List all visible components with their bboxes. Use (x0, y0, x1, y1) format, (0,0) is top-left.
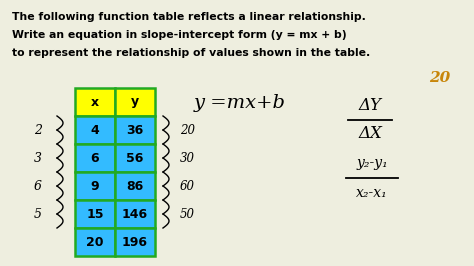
Bar (75, 144, 115, 172)
Text: The following function table reflects a linear relationship.: The following function table reflects a … (12, 12, 366, 22)
Text: 4: 4 (91, 123, 100, 136)
Text: Write an equation in slope-intercept form (y = mx + b): Write an equation in slope-intercept for… (12, 30, 346, 40)
Text: 20: 20 (86, 235, 104, 248)
Bar (115, 200, 155, 228)
Text: y =mx+b: y =mx+b (194, 94, 286, 112)
Bar (75, 88, 115, 116)
Text: 2: 2 (34, 123, 42, 136)
Text: y: y (131, 95, 139, 109)
Bar (115, 88, 155, 116)
Bar (75, 116, 115, 144)
Text: x₂-x₁: x₂-x₁ (356, 186, 388, 200)
Text: 30: 30 (180, 152, 195, 164)
Text: 50: 50 (180, 207, 195, 221)
Text: 146: 146 (122, 207, 148, 221)
Text: ΔX: ΔX (358, 124, 382, 142)
Bar (115, 116, 155, 144)
Bar (75, 200, 115, 228)
Text: 56: 56 (126, 152, 144, 164)
Bar (75, 228, 115, 256)
Text: 9: 9 (91, 180, 100, 193)
Text: 20: 20 (429, 71, 451, 85)
Text: 6: 6 (91, 152, 100, 164)
Text: to represent the relationship of values shown in the table.: to represent the relationship of values … (12, 48, 370, 58)
Text: 15: 15 (86, 207, 104, 221)
Bar (115, 144, 155, 172)
Text: x: x (91, 95, 99, 109)
Text: ΔY: ΔY (358, 97, 382, 114)
Text: 196: 196 (122, 235, 148, 248)
Text: 60: 60 (180, 180, 195, 193)
Text: 86: 86 (127, 180, 144, 193)
Text: 36: 36 (127, 123, 144, 136)
Text: y₂-y₁: y₂-y₁ (356, 156, 388, 170)
Bar (75, 172, 115, 200)
Text: 5: 5 (34, 207, 42, 221)
Text: 3: 3 (34, 152, 42, 164)
Bar (115, 172, 155, 200)
Bar (115, 228, 155, 256)
Text: 20: 20 (180, 123, 195, 136)
Text: 6: 6 (34, 180, 42, 193)
